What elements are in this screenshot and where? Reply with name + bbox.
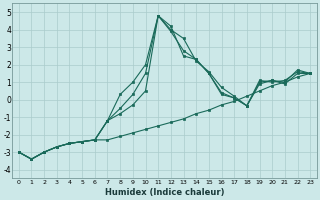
- X-axis label: Humidex (Indice chaleur): Humidex (Indice chaleur): [105, 188, 224, 197]
